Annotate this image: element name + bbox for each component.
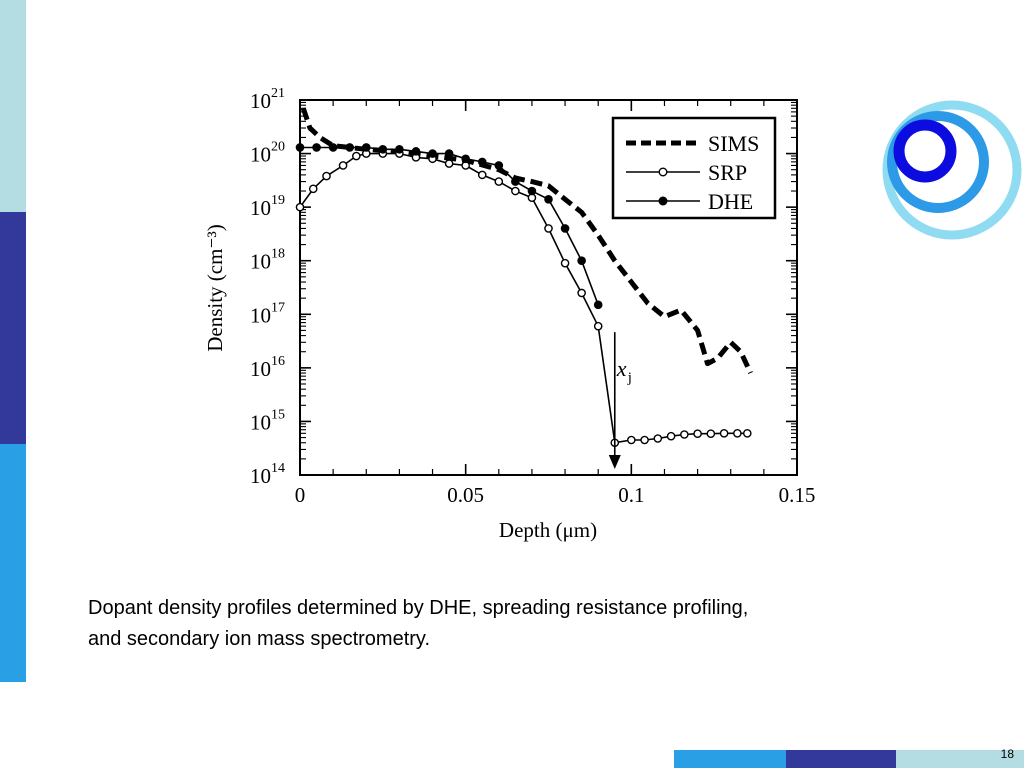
y-tick-exponent: 17 [271,300,285,315]
caption-line-1: Dopant density profiles determined by DH… [88,597,749,619]
y-tick-label: 10 [250,357,271,381]
legend-marker-dhe [658,196,668,206]
data-point-dhe [560,224,570,233]
legend-label-sims: SIMS [708,131,759,156]
slide-number: 18 [1000,747,1014,761]
y-tick-exponent: 20 [271,140,285,155]
data-point-dhe [295,143,305,152]
x-tick-label: 0.15 [779,483,816,507]
data-point-srp [666,431,676,441]
data-point-srp [338,161,348,170]
data-point-dhe [593,300,603,310]
data-point-srp [544,224,553,233]
data-point-dhe [411,147,421,156]
concentric-rings-logo-icon [882,100,1022,240]
y-axis-label: Density (cm⁻³) [203,224,227,352]
data-point-dhe [494,161,504,170]
bottom-strip-dark [786,750,896,768]
data-point-dhe [527,186,537,196]
data-point-dhe [428,149,437,158]
data-point-dhe [477,157,487,167]
y-tick-label: 10 [250,89,271,113]
data-point-dhe [345,143,354,152]
data-point-srp [706,429,716,439]
data-point-srp [308,184,318,194]
data-point-srp [640,435,649,445]
x-axis-label: Depth (μm) [499,518,597,542]
left-accent-bar-light [0,0,26,212]
data-point-srp [693,429,702,439]
data-point-dhe [395,145,404,154]
y-tick-label: 10 [250,196,271,220]
data-point-dhe [378,145,388,154]
x-tick-label: 0.1 [618,483,644,507]
y-tick-exponent: 21 [271,86,285,101]
x-tick-label: 0.05 [447,483,484,507]
data-point-srp [719,429,729,438]
junction-label-subscript: j [627,370,632,386]
bottom-strip-blue [674,750,786,768]
data-point-srp [560,258,570,268]
data-point-srp [577,288,586,298]
y-tick-exponent: 14 [271,461,285,476]
caption-line-2: and secondary ion mass spectrometry. [88,628,431,650]
data-point-dhe [312,143,321,152]
series-line-dhe [300,146,599,306]
data-point-srp [627,435,636,445]
data-point-srp [477,170,487,180]
y-tick-exponent: 19 [271,193,285,208]
y-tick-exponent: 16 [271,354,285,369]
data-point-srp [511,186,520,196]
data-point-srp [653,434,663,443]
y-tick-label: 10 [250,464,271,488]
data-point-srp [352,151,361,161]
y-tick-exponent: 15 [271,407,285,422]
plot-area-frame [299,99,798,476]
data-point-dhe [511,177,520,186]
data-point-srp [295,202,305,212]
bottom-strip-light [896,750,1024,768]
data-point-dhe [461,154,470,164]
x-tick-label: 0 [295,483,306,507]
y-tick-label: 10 [250,143,271,167]
data-point-dhe [361,143,371,152]
y-tick-exponent: 18 [271,247,285,262]
y-tick-label: 10 [250,410,271,434]
data-point-srp [444,159,454,168]
data-point-srp [680,430,689,439]
data-point-srp [322,171,331,181]
legend-label-dhe: DHE [708,189,753,214]
data-point-dhe [544,195,553,204]
legend-marker-srp [658,167,668,177]
data-point-srp [494,177,504,186]
data-point-srp [593,321,603,331]
logo-ring-inner [893,119,957,183]
junction-arrow-head [608,455,621,469]
data-point-srp [733,429,742,438]
data-point-srp [743,429,752,438]
y-tick-label: 10 [250,250,271,274]
left-accent-bar-dark [0,212,26,444]
junction-label: x [616,356,627,381]
data-point-dhe [577,256,586,266]
data-point-dhe [328,143,338,152]
data-point-dhe [444,149,454,158]
y-tick-label: 10 [250,303,271,327]
legend-label-srp: SRP [708,160,747,185]
figure-caption: Dopant density profiles determined by DH… [88,593,968,655]
left-accent-bar-blue [0,444,26,682]
